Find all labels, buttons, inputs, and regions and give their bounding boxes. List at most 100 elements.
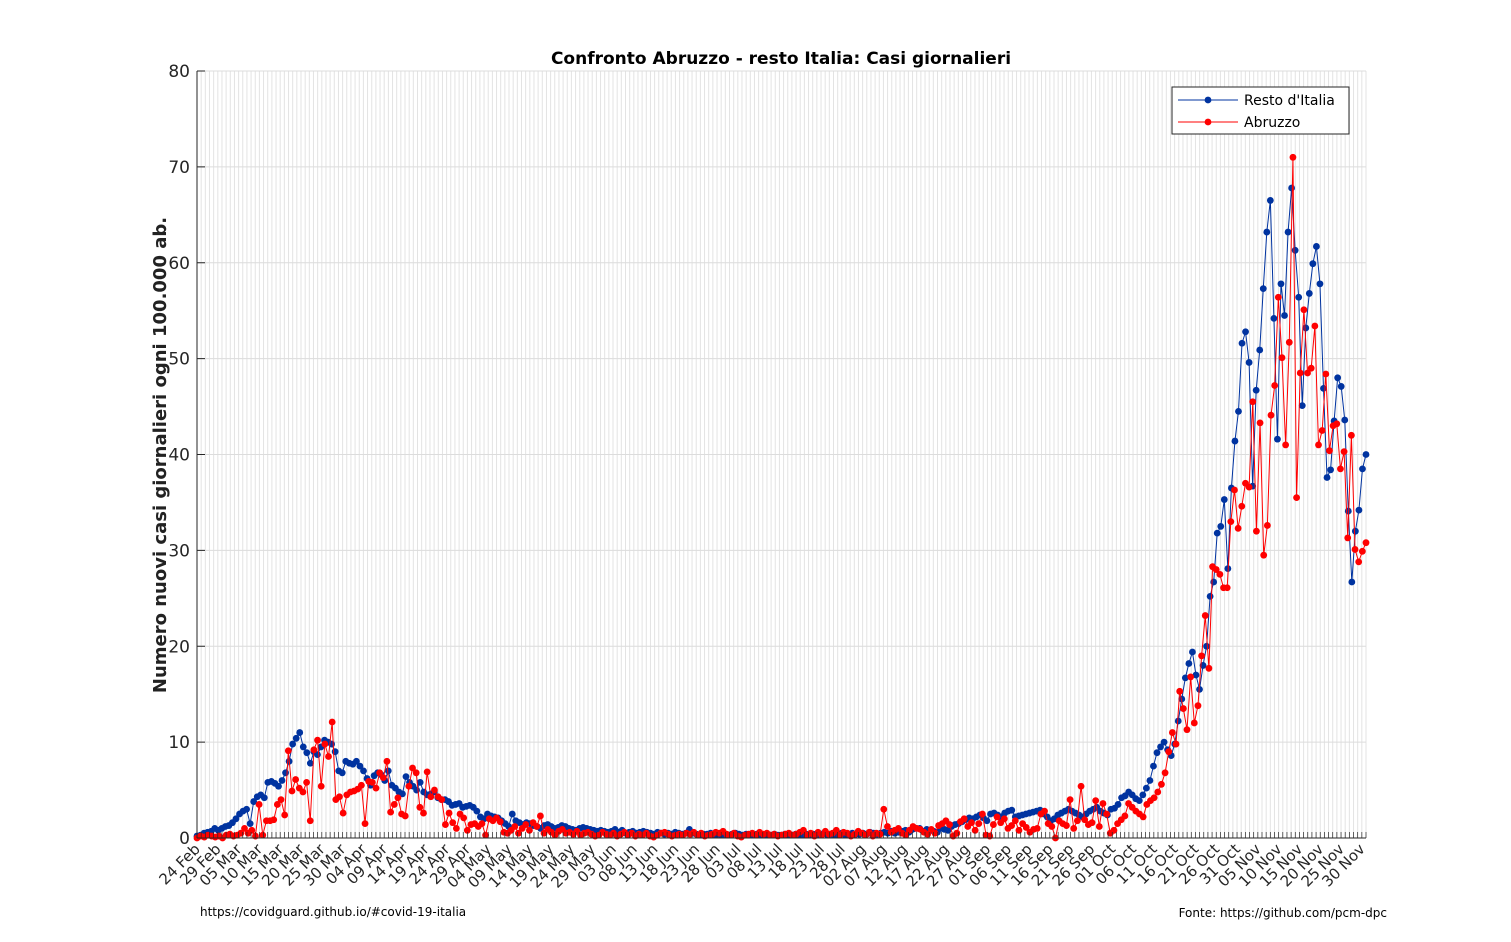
data-point: [1103, 810, 1111, 818]
data-point: [1277, 280, 1285, 288]
data-point: [1359, 465, 1366, 473]
data-point: [1213, 529, 1221, 537]
data-point: [1337, 465, 1344, 473]
data-point: [416, 778, 424, 786]
data-point: [1295, 293, 1303, 301]
data-point: [321, 740, 329, 748]
data-point: [515, 829, 522, 837]
data-point: [1263, 522, 1271, 529]
data-point: [1245, 359, 1253, 366]
y-tick-label: 70: [168, 158, 190, 178]
data-point: [331, 748, 339, 756]
data-point: [1077, 782, 1085, 790]
data-point: [1291, 246, 1299, 254]
data-point: [399, 790, 406, 798]
data-point: [383, 757, 391, 765]
data-point: [1223, 584, 1231, 592]
legend-item: Abruzzo: [1178, 115, 1300, 131]
data-point: [438, 796, 446, 804]
data-point: [1198, 652, 1206, 660]
data-point: [1176, 687, 1184, 695]
data-point: [1263, 228, 1271, 236]
data-point: [431, 786, 438, 794]
data-point: [288, 787, 296, 795]
data-point: [1048, 823, 1056, 830]
data-point: [1284, 228, 1292, 236]
data-point: [416, 803, 424, 811]
data-point: [1298, 402, 1306, 409]
data-point: [1192, 671, 1200, 679]
data-point: [1305, 290, 1313, 297]
data-point: [1212, 566, 1220, 573]
data-point: [1150, 762, 1157, 770]
data-point: [296, 729, 304, 736]
data-point: [1185, 660, 1193, 667]
data-point: [1033, 825, 1041, 832]
data-point: [356, 762, 364, 770]
data-point: [1234, 524, 1242, 532]
data-point: [1135, 797, 1143, 805]
data-point: [1227, 518, 1235, 526]
data-point: [1142, 784, 1150, 792]
y-tick-label: 10: [168, 733, 190, 753]
data-point: [1157, 743, 1164, 751]
data-point: [1008, 822, 1016, 829]
data-point: [946, 821, 953, 828]
data-point: [800, 826, 807, 834]
y-tick-label: 50: [168, 350, 190, 370]
data-point: [423, 768, 431, 776]
data-point: [1231, 486, 1238, 494]
data-point: [1304, 369, 1311, 377]
data-point: [1253, 527, 1260, 535]
data-point: [1348, 578, 1356, 586]
data-point: [533, 823, 541, 830]
data-point: [983, 817, 991, 825]
data-point: [1252, 386, 1260, 394]
data-point: [989, 821, 997, 828]
data-point: [405, 782, 413, 790]
data-point: [522, 821, 530, 828]
data-point: [413, 786, 421, 794]
data-point: [1267, 411, 1275, 419]
data-point: [1282, 441, 1290, 449]
data-point: [452, 825, 460, 832]
data-point: [1259, 285, 1267, 293]
data-point: [1289, 153, 1297, 161]
data-point: [1088, 819, 1096, 827]
data-point: [460, 814, 468, 822]
data-point: [292, 734, 300, 742]
data-point: [1266, 197, 1274, 204]
data-point: [960, 815, 968, 823]
data-point: [1154, 788, 1162, 796]
data-point: [1323, 474, 1331, 481]
data-point: [1281, 312, 1288, 319]
data-point: [1095, 823, 1103, 830]
data-point: [336, 793, 343, 801]
data-point: [232, 815, 240, 823]
data-point: [1307, 364, 1315, 372]
data-point: [394, 794, 402, 802]
data-point: [409, 764, 416, 772]
data-point: [895, 825, 902, 832]
data-point: [1285, 338, 1293, 346]
data-point: [1160, 738, 1168, 746]
data-point: [250, 798, 258, 805]
data-point: [387, 808, 395, 816]
data-point: [1278, 354, 1286, 362]
legend-swatch-marker: [1204, 96, 1212, 104]
data-point: [1362, 451, 1370, 458]
data-point: [478, 820, 486, 828]
data-point: [1168, 729, 1176, 736]
data-point: [1174, 717, 1182, 725]
data-point: [1296, 369, 1304, 377]
data-point: [384, 767, 392, 775]
legend: Resto d'Italia Abruzzo: [1171, 86, 1350, 135]
data-point: [310, 746, 318, 754]
data-point: [1271, 382, 1279, 389]
data-point: [255, 801, 263, 808]
data-point: [971, 826, 979, 834]
data-point: [1172, 740, 1180, 748]
data-point: [1139, 813, 1147, 821]
data-point: [1327, 466, 1334, 474]
data-point: [1326, 447, 1333, 455]
